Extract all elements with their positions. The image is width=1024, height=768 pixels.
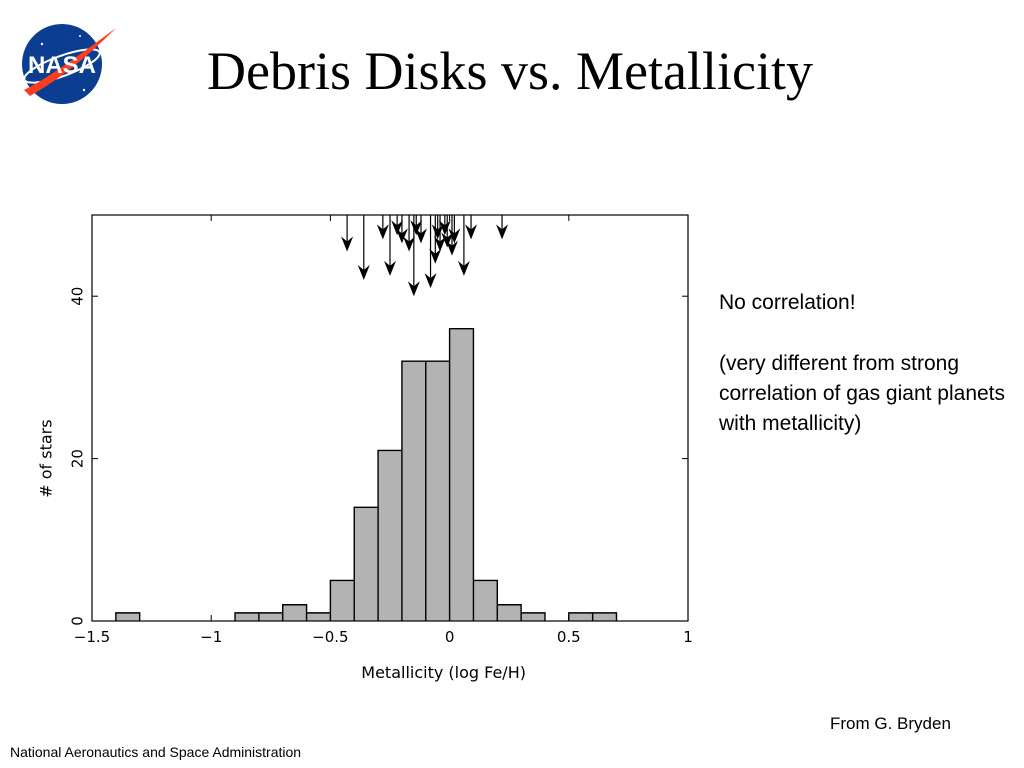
- marker-arrowhead: [341, 236, 354, 252]
- histogram-bar: [473, 580, 498, 621]
- y-tick-label: 0: [69, 616, 87, 626]
- histogram-bar: [401, 361, 426, 621]
- histogram-bar: [330, 580, 355, 621]
- y-tick-label: 40: [69, 287, 87, 306]
- histogram-bar: [521, 612, 545, 621]
- histogram-bar: [258, 612, 283, 621]
- footer-text: National Aeronautics and Space Administr…: [10, 744, 302, 760]
- histogram-bar: [306, 612, 331, 621]
- marker-arrowhead: [429, 248, 442, 264]
- marker-arrowhead: [410, 220, 423, 236]
- histogram-bar: [568, 612, 593, 621]
- marker-arrowhead: [357, 264, 370, 280]
- marker-arrowhead: [438, 220, 451, 236]
- histogram-bar: [282, 604, 307, 621]
- y-axis-label: # of stars: [37, 419, 56, 497]
- histogram-bar: [592, 612, 617, 621]
- histogram-bar: [449, 328, 474, 621]
- y-tick-label: 20: [69, 449, 87, 468]
- marker-arrowhead: [384, 260, 396, 276]
- x-tick-label: 0: [445, 628, 455, 646]
- svg-text:NASA: NASA: [28, 52, 96, 79]
- marker-arrowhead: [407, 281, 420, 297]
- histogram-bar: [497, 604, 522, 621]
- annotation-detail: (very different from strong correlation …: [719, 352, 1006, 435]
- marker-arrowhead: [403, 236, 416, 252]
- x-tick-label: −0.5: [312, 628, 348, 646]
- marker-arrowhead: [414, 228, 427, 244]
- credit-text: From G. Bryden: [830, 714, 951, 733]
- marker-arrowhead: [445, 240, 458, 256]
- slide-title: Debris Disks vs. Metallicity: [207, 41, 813, 101]
- nasa-logo: NASA: [22, 24, 116, 104]
- histogram-outline: [115, 327, 618, 621]
- marker-arrowhead: [395, 228, 408, 244]
- marker-arrowhead: [448, 228, 461, 244]
- annotation-headline: No correlation!: [719, 291, 856, 314]
- marker-arrowhead: [376, 224, 389, 240]
- x-tick-label: 1: [683, 628, 693, 646]
- x-tick-label: 0.5: [557, 628, 581, 646]
- histogram-bar: [425, 361, 450, 621]
- x-tick-label: −1: [200, 628, 222, 646]
- marker-arrowhead: [457, 260, 470, 276]
- histogram-bar: [354, 507, 379, 621]
- histogram-bar: [235, 612, 259, 621]
- histogram-bar: [115, 612, 140, 621]
- marker-arrowhead: [424, 273, 437, 289]
- x-axis-label: Metallicity (log Fe/H): [361, 663, 526, 682]
- marker-arrowhead: [465, 224, 478, 240]
- marker-arrowhead: [434, 236, 447, 252]
- histogram-bar: [378, 450, 402, 621]
- marker-arrowhead: [496, 224, 509, 240]
- marker-arrowhead: [441, 232, 454, 248]
- annotation-text: No correlation! (very different from str…: [719, 288, 1019, 439]
- marker-arrowhead: [431, 224, 444, 240]
- marker-arrowhead: [391, 220, 404, 236]
- x-tick-label: −1.5: [74, 628, 110, 646]
